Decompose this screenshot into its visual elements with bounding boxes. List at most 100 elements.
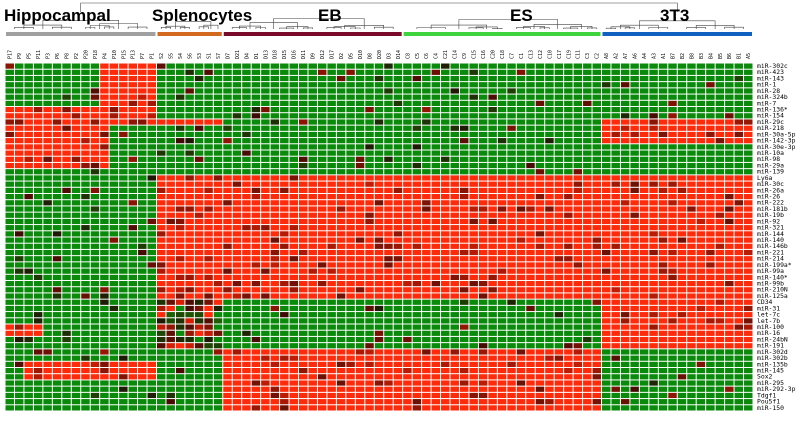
heatmap-cell: [374, 107, 384, 113]
heatmap-cell: [185, 312, 194, 318]
row-label: miR-199a*: [757, 261, 792, 269]
row-label: miR-142-3p: [757, 137, 796, 145]
heatmap-cell: [526, 200, 535, 206]
heatmap-cell: [535, 181, 545, 187]
heatmap-cell: [706, 368, 715, 374]
heatmap-cell: [185, 355, 194, 361]
heatmap-cell: [469, 150, 478, 156]
heatmap-cell: [412, 380, 422, 386]
heatmap-cell: [649, 343, 658, 349]
heatmap-cell: [346, 336, 355, 343]
heatmap-cell: [242, 287, 251, 293]
heatmap-cell: [403, 405, 412, 411]
heatmap-cell: [564, 287, 573, 293]
heatmap-cell: [261, 330, 270, 336]
heatmap-cell: [204, 343, 213, 349]
heatmap-cell: [374, 268, 384, 274]
heatmap-cell: [175, 150, 185, 156]
heatmap-cell: [526, 119, 535, 125]
heatmap-cell: [175, 312, 185, 318]
heatmap-cell: [90, 312, 100, 318]
heatmap-cell: [393, 218, 403, 225]
heatmap-cell: [166, 380, 175, 386]
heatmap-cell: [336, 75, 346, 82]
heatmap-cell: [706, 299, 715, 305]
heatmap-cell: [554, 355, 564, 361]
column-label: P15: [121, 50, 127, 59]
heatmap-cell: [270, 361, 280, 367]
heatmap-cell: [450, 262, 459, 268]
heatmap-cell: [668, 82, 677, 88]
heatmap-cell: [620, 324, 630, 330]
heatmap-cell: [497, 324, 507, 330]
heatmap-cell: [166, 150, 175, 156]
heatmap-cell: [592, 175, 602, 181]
heatmap-cell: [71, 162, 81, 169]
heatmap-cell: [166, 374, 175, 380]
heatmap-cell: [24, 392, 33, 399]
heatmap-cell: [706, 162, 715, 169]
heatmap-cell: [100, 293, 109, 299]
heatmap-cell: [289, 138, 299, 144]
heatmap-cell: [355, 237, 365, 243]
heatmap-cell: [24, 200, 33, 206]
heatmap-cell: [677, 218, 687, 225]
heatmap-cell: [374, 399, 384, 405]
heatmap-cell: [52, 138, 62, 144]
heatmap-cell: [374, 262, 384, 268]
heatmap-cell: [384, 324, 393, 330]
heatmap-cell: [734, 355, 744, 361]
heatmap-cell: [289, 330, 299, 336]
heatmap-cell: [175, 225, 185, 231]
heatmap-cell: [564, 380, 573, 386]
heatmap-cell: [687, 169, 696, 175]
heatmap-cell: [403, 88, 412, 94]
heatmap-cell: [611, 187, 620, 193]
heatmap-cell: [687, 374, 696, 380]
heatmap-cell: [696, 181, 706, 187]
heatmap-cell: [365, 69, 374, 75]
heatmap-cell: [336, 299, 346, 305]
heatmap-cell: [346, 82, 355, 88]
heatmap-cell: [431, 107, 441, 113]
heatmap-cell: [128, 131, 138, 138]
heatmap-cell: [677, 150, 687, 156]
heatmap-cell: [232, 156, 242, 162]
heatmap-cell: [289, 119, 299, 125]
heatmap-cell: [706, 63, 715, 69]
heatmap-cell: [744, 312, 753, 318]
heatmap-cell: [223, 380, 232, 386]
heatmap-cell: [14, 212, 24, 218]
heatmap-cell: [147, 187, 156, 193]
heatmap-cell: [156, 138, 166, 144]
heatmap-cell: [14, 231, 24, 237]
heatmap-cell: [223, 69, 232, 75]
heatmap-cell: [478, 144, 488, 150]
heatmap-cell: [128, 293, 138, 299]
heatmap-cell: [507, 293, 516, 299]
heatmap-cell: [706, 181, 715, 187]
heatmap-cell: [317, 100, 327, 106]
heatmap-cell: [639, 63, 649, 69]
heatmap-cell: [545, 156, 554, 162]
heatmap-cell: [100, 256, 109, 262]
heatmap-cell: [696, 330, 706, 336]
heatmap-cell: [478, 82, 488, 88]
heatmap-cell: [374, 386, 384, 392]
heatmap-cell: [327, 274, 336, 280]
heatmap-cell: [431, 218, 441, 225]
heatmap-cell: [687, 63, 696, 69]
heatmap-cell: [422, 125, 431, 131]
heatmap-cell: [90, 336, 100, 343]
heatmap-cell: [223, 237, 232, 243]
heatmap-cell: [583, 274, 592, 280]
heatmap-cell: [658, 94, 668, 100]
heatmap-cell: [81, 343, 90, 349]
heatmap-cell: [261, 206, 270, 212]
heatmap-cell: [431, 88, 441, 94]
heatmap-cell: [147, 169, 156, 175]
heatmap-cell: [194, 324, 204, 330]
heatmap-cell: [365, 144, 374, 150]
heatmap-cell: [715, 218, 725, 225]
heatmap-cell: [185, 305, 194, 312]
